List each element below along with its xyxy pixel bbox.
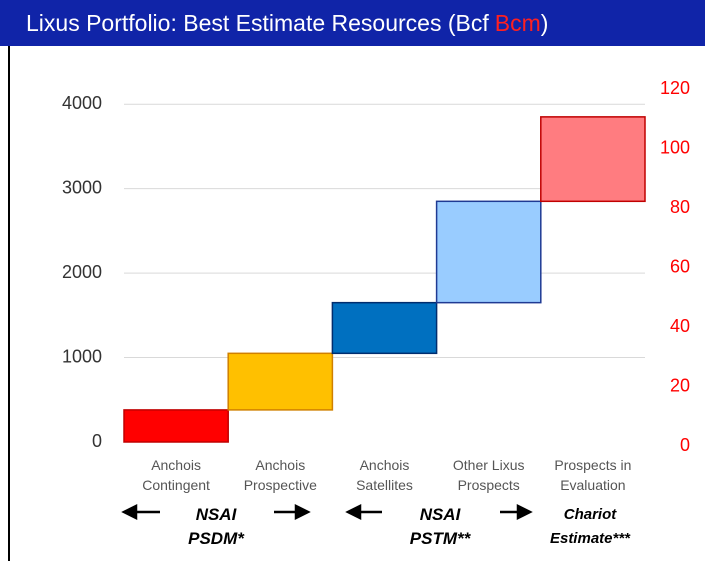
bar [331, 301, 438, 355]
arrows [121, 503, 533, 521]
y-tick-label: 1000 [62, 346, 102, 366]
bar [540, 116, 646, 203]
x-tick-label: Anchois Satellites [356, 457, 413, 493]
bar [123, 409, 229, 443]
y-tick-label: 4000 [62, 93, 102, 113]
y2-tick-label: 120 [660, 78, 690, 98]
title: Lixus Portfolio: Best Estimate Resources… [26, 10, 489, 36]
annotation: NSAI PSDM* [188, 505, 244, 548]
y2-tick-label: 100 [660, 137, 690, 157]
x-tick-label: Anchois Prospective [243, 457, 317, 493]
x-tick-label: Other Lixus Prospects [452, 457, 525, 493]
y-tick-label: 0 [92, 431, 102, 451]
title-bar: Lixus Portfolio: Best Estimate Resources… [0, 0, 705, 46]
x-tick-label: Anchois Contingent [142, 457, 210, 493]
y2-tick-label: 60 [670, 256, 690, 276]
y2-tick-label: 0 [680, 435, 690, 455]
x-tick-label: Prospects in Evaluation [554, 457, 632, 493]
y2-tick-label: 40 [670, 316, 690, 336]
bar [227, 352, 334, 411]
y-tick-label: 3000 [62, 177, 102, 197]
bar [435, 200, 542, 304]
y-tick-label: 2000 [62, 262, 102, 282]
title-alt-unit: Bcm [494, 10, 541, 36]
annotation: NSAI PSTM** [409, 505, 471, 548]
title-close: ) [540, 10, 549, 36]
y2-tick-label: 20 [670, 375, 690, 395]
annotation: Chariot Estimate*** [549, 506, 631, 547]
y2-tick-label: 80 [670, 197, 690, 217]
